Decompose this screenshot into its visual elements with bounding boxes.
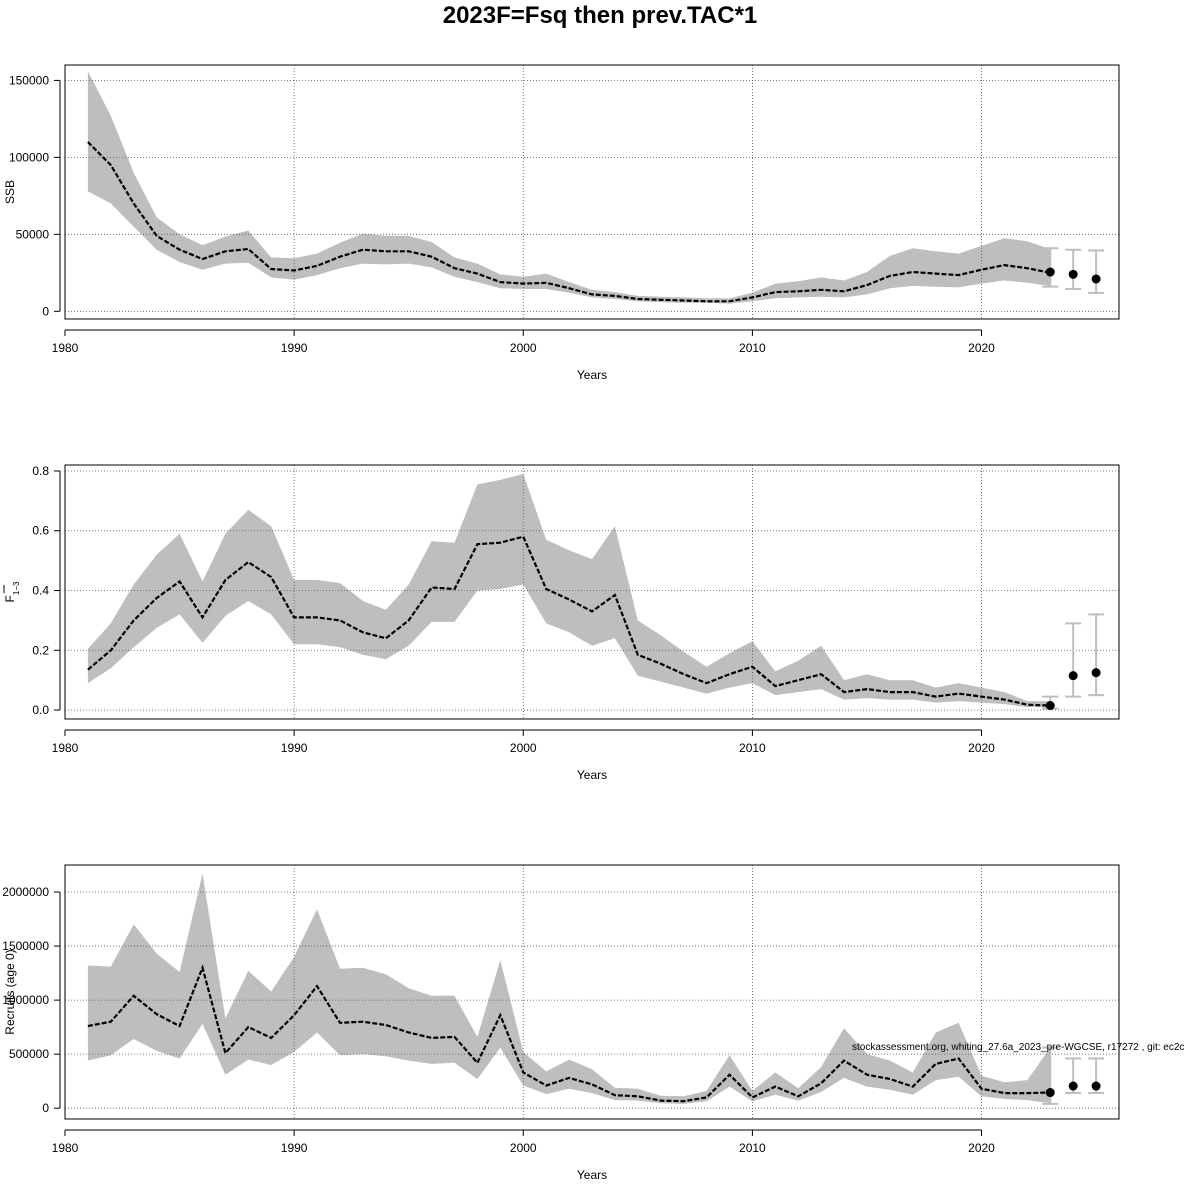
recruits-forecast-point-2025	[1091, 1081, 1101, 1091]
fbar-y-axis-subscript: 1−3	[12, 581, 21, 595]
fbar-y-axis-title: F1−3	[3, 581, 21, 602]
ssb-x-tick-label-1990: 1990	[281, 341, 308, 355]
chart-title: 2023F=Fsq then prev.TAC*1	[442, 2, 758, 29]
recruits-y-tick-label-2: 1000000	[2, 993, 49, 1007]
ssb-x-axis-title: Years	[577, 368, 607, 382]
recruits-y-tick-label-0: 0	[42, 1101, 49, 1115]
ssb-estimate-line	[87, 141, 1051, 303]
recruits-y-tick-label-3: 1500000	[2, 939, 49, 953]
fbar-y-tick-label-2: 0.4	[32, 584, 49, 598]
fbar-y-tick-label-0: 0.0	[32, 703, 49, 717]
fbar-forecast-point-2023	[1045, 701, 1055, 711]
recruits-x-tick-label-1990: 1990	[281, 1141, 308, 1155]
ssb-x-tick-label-2010: 2010	[739, 341, 766, 355]
ssb-y-tick-label-0: 0	[42, 304, 49, 318]
fbar-panel: 1980 1990 2000 2010 2020 Years 0.0 0.2 0.4 0.6 0.8…	[3, 464, 1120, 782]
fbar-forecast-point-2025	[1091, 668, 1101, 678]
ssb-forecast-point-2024	[1068, 269, 1078, 279]
ssb-y-tick-label-1: 50000	[16, 227, 50, 241]
ssb-y-tick-label-3: 150000	[9, 73, 49, 87]
recruits-estimate-line	[87, 964, 1051, 1103]
recruits-x-tick-label-2000: 2000	[510, 1141, 537, 1155]
ssb-y-axis-title: SSB	[3, 180, 17, 204]
recruits-y-tick-label-4: 2000000	[2, 885, 49, 899]
fbar-x-tick-label-2020: 2020	[968, 741, 995, 755]
fbar-x-tick-label-1980: 1980	[52, 741, 79, 755]
fbar-x-tick-label-2010: 2010	[739, 741, 766, 755]
fbar-x-tick-label-1990: 1990	[281, 741, 308, 755]
ssb-y-tick-label-2: 100000	[9, 150, 49, 164]
recruits-x-tick-label-2020: 2020	[968, 1141, 995, 1155]
ssb-panel: 1980 1990 2000 2010 2020 Years 0 50000 100000 150…	[3, 64, 1120, 382]
recruits-forecast-point-2024	[1068, 1081, 1078, 1091]
fbar-x-axis-title: Years	[577, 768, 607, 782]
fbar-forecast-point-2024	[1068, 671, 1078, 681]
ssb-forecast-point-2023	[1045, 267, 1055, 277]
fbar-y-tick-label-4: 0.8	[32, 464, 49, 478]
fbar-plot-frame	[64, 464, 1120, 720]
fbar-estimate-line	[87, 535, 1051, 707]
ssb-plot-frame	[64, 64, 1120, 320]
ssb-x-tick-label-2020: 2020	[968, 341, 995, 355]
fbar-y-tick-label-1: 0.2	[32, 643, 49, 657]
recruits-x-axis-title: Years	[577, 1168, 607, 1182]
recruits-confidence-band	[87, 873, 1051, 1104]
ssb-x-tick-label-2000: 2000	[510, 341, 537, 355]
recruits-forecast-point-2023	[1045, 1088, 1055, 1098]
fbar-y-tick-label-3: 0.6	[32, 524, 49, 538]
recruits-x-tick-label-2010: 2010	[739, 1141, 766, 1155]
footnote-text: stockassessment.org, whiting_27.6a_2023_…	[852, 1042, 1184, 1053]
recruits-x-tick-label-1980: 1980	[52, 1141, 79, 1155]
recruits-y-tick-label-1: 500000	[9, 1047, 49, 1061]
recruits-plot-frame	[64, 864, 1120, 1120]
ssb-forecast-point-2025	[1091, 274, 1101, 284]
ssb-confidence-band	[87, 71, 1051, 304]
recruits-panel: 1980 1990 2000 2010 2020 Years 0 500000 1000000 1…	[2, 864, 1120, 1182]
fbar-x-tick-label-2000: 2000	[510, 741, 537, 755]
recruits-y-axis-title: Recruits (age 0)	[3, 949, 17, 1034]
ssb-x-tick-label-1980: 1980	[52, 341, 79, 355]
